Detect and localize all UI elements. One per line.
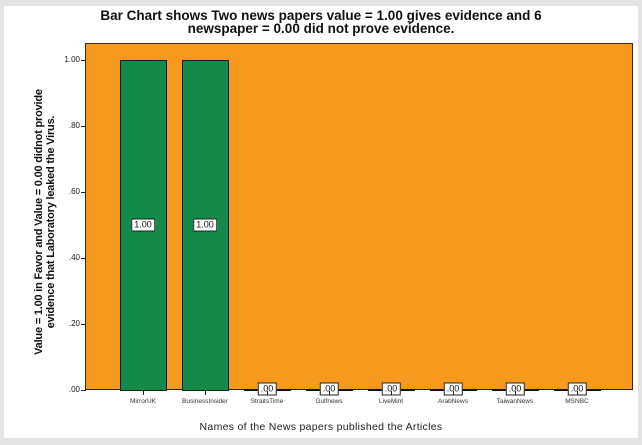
y-tick-label: .20 bbox=[68, 319, 80, 328]
x-tick-mark bbox=[329, 391, 330, 395]
y-tick-mark bbox=[81, 324, 86, 325]
y-axis-label: Value = 1.00 in Favor and Value = 0.00 d… bbox=[33, 89, 57, 355]
chart-title-line-2: newspaper = 0.00 did not prove evidence. bbox=[187, 21, 455, 36]
x-category-label: ArabNews bbox=[438, 398, 468, 405]
x-category-label: BusinessInsider bbox=[182, 398, 228, 405]
y-tick-mark bbox=[81, 126, 86, 127]
value-label: .00 bbox=[381, 382, 401, 396]
x-tick-mark bbox=[515, 391, 516, 395]
x-category-label: LiveMint bbox=[378, 398, 404, 405]
plot-area bbox=[85, 43, 633, 390]
x-category-label: Gulfnews bbox=[315, 398, 343, 405]
y-axis-label-line-2: evidence that Laboratory leaked the Viru… bbox=[45, 115, 57, 329]
x-tick-mark bbox=[453, 391, 454, 395]
chart-title: Bar Chart shows Two news papers value = … bbox=[0, 8, 642, 36]
x-category-label: MirrorUK bbox=[130, 398, 156, 405]
x-tick-mark bbox=[143, 391, 144, 395]
y-axis-label-line-1: Value = 1.00 in Favor and Value = 0.00 d… bbox=[33, 89, 45, 355]
y-tick-label: .80 bbox=[68, 121, 80, 130]
value-label: 1.00 bbox=[193, 218, 217, 232]
y-tick-label: .40 bbox=[68, 253, 80, 262]
value-label: .00 bbox=[567, 382, 587, 396]
x-category-label: MSNBC bbox=[565, 398, 589, 405]
y-tick-label: .60 bbox=[68, 187, 80, 196]
y-tick-mark bbox=[81, 258, 86, 259]
x-category-label: TaiwanNews bbox=[496, 398, 534, 405]
value-label: .00 bbox=[257, 382, 277, 396]
y-tick-label: .00 bbox=[68, 385, 80, 394]
y-tick-mark bbox=[81, 390, 86, 391]
x-tick-mark bbox=[267, 391, 268, 395]
y-tick-label: 1.00 bbox=[64, 55, 80, 64]
value-label: 1.00 bbox=[131, 218, 155, 232]
y-tick-mark bbox=[81, 192, 86, 193]
value-label: .00 bbox=[443, 382, 463, 396]
x-tick-mark bbox=[391, 391, 392, 395]
x-tick-mark bbox=[205, 391, 206, 395]
value-label: .00 bbox=[319, 382, 339, 396]
y-tick-mark bbox=[81, 60, 86, 61]
x-category-label: StraitsTime bbox=[250, 398, 284, 405]
x-axis-label: Names of the News papers published the A… bbox=[199, 421, 443, 433]
x-tick-mark bbox=[577, 391, 578, 395]
chart-title-line-1: Bar Chart shows Two news papers value = … bbox=[100, 8, 542, 23]
value-label: .00 bbox=[505, 382, 525, 396]
